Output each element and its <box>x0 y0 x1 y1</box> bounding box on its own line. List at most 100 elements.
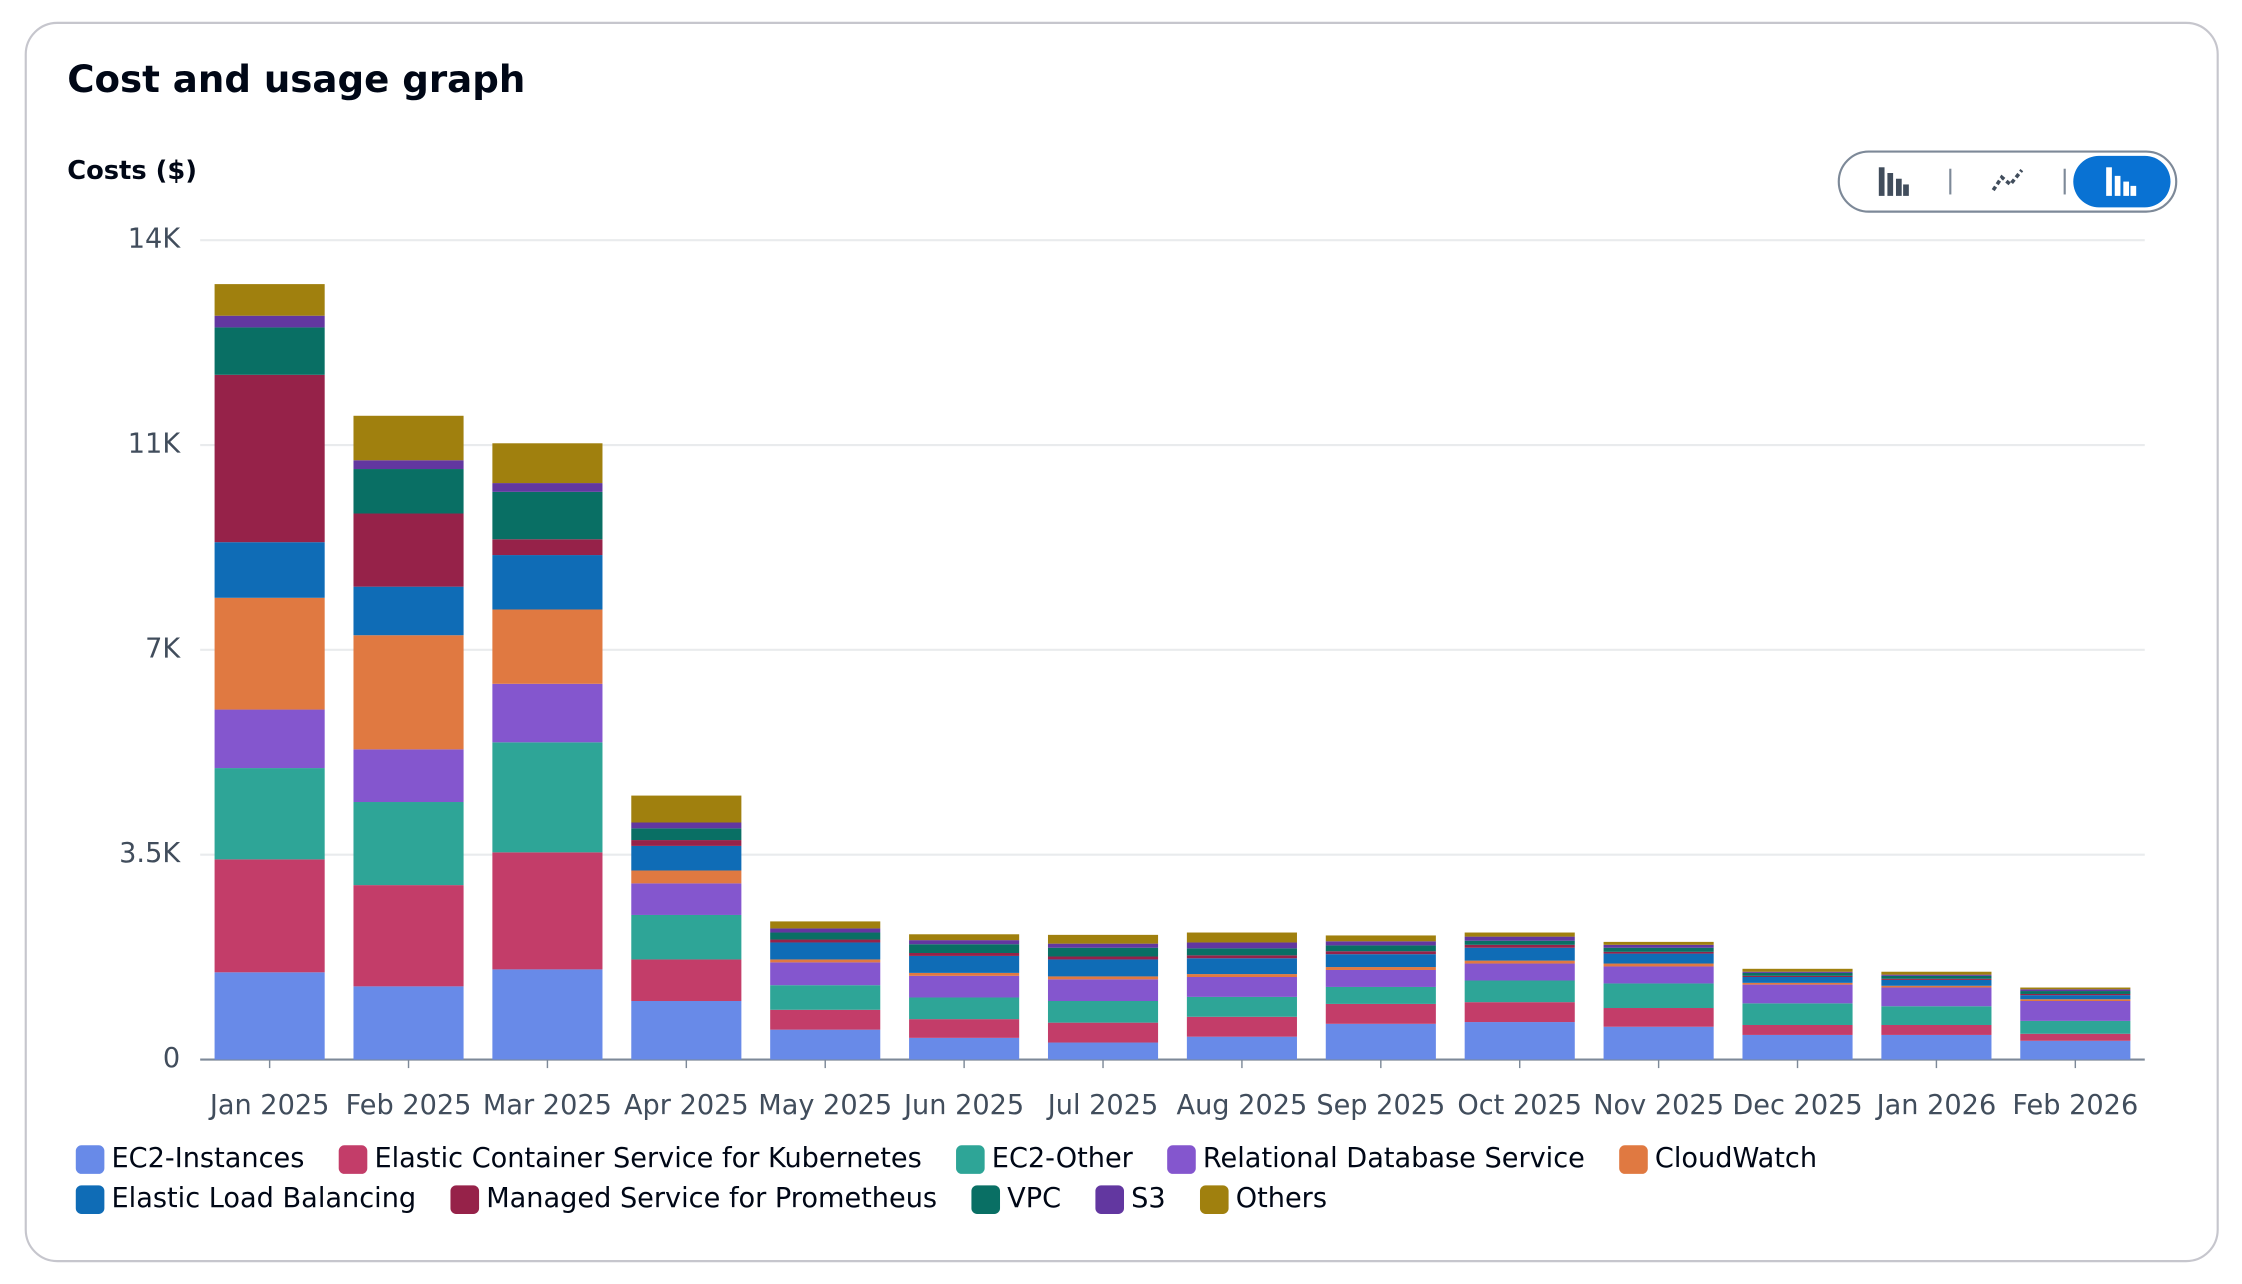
bar-segment <box>1464 947 1575 961</box>
legend-item[interactable]: EC2-Instances <box>75 1143 305 1174</box>
bar-segment <box>214 374 325 543</box>
x-tick-label: Mar 2025 <box>483 1090 612 1121</box>
legend-swatch <box>1199 1185 1229 1214</box>
bar-segment <box>492 742 603 853</box>
legend-item[interactable]: Relational Database Service <box>1167 1143 1585 1174</box>
bar-segment <box>770 1029 881 1060</box>
x-tick-label: Nov 2025 <box>1593 1090 1724 1121</box>
bar-segment <box>1603 983 1714 1009</box>
y-tick-label: 0 <box>163 1043 180 1074</box>
x-tick-label: Aug 2025 <box>1177 1090 1308 1121</box>
bar-segment <box>1047 1042 1159 1060</box>
bar-segment <box>770 932 881 940</box>
bar-segment <box>1047 934 1159 944</box>
stacked-bar-button[interactable] <box>2073 155 2171 208</box>
bar-segment <box>1325 951 1436 955</box>
legend-item[interactable]: Managed Service for Prometheus <box>450 1183 937 1214</box>
bar-segment <box>1742 972 1853 976</box>
legend-item[interactable]: S3 <box>1095 1183 1166 1214</box>
bar-segment <box>770 985 881 1010</box>
bar-segment <box>1325 967 1436 970</box>
bar-segment <box>1464 1022 1575 1060</box>
bar-segment <box>1464 1002 1575 1023</box>
legend-swatch <box>75 1145 105 1174</box>
bar-segment <box>1325 945 1436 952</box>
x-tick-label: Jan 2026 <box>1875 1090 1997 1121</box>
bar-segment <box>1742 968 1853 972</box>
bar-segment <box>770 921 881 929</box>
legend-item[interactable]: Others <box>1199 1183 1327 1214</box>
line-chart-button[interactable] <box>1991 169 2024 192</box>
bar-segment <box>1325 941 1436 946</box>
bar-segment <box>2020 991 2131 994</box>
bar-segment <box>214 972 325 1060</box>
bar-segment <box>1047 1000 1159 1023</box>
bar-segment <box>214 597 325 710</box>
bar-segment <box>1742 976 1853 983</box>
x-tick-label: May 2025 <box>758 1090 892 1121</box>
bar-segment <box>631 822 742 829</box>
bar-segment <box>1047 947 1159 957</box>
x-tick-label: Apr 2025 <box>624 1090 749 1121</box>
bar-segment <box>1881 971 1992 975</box>
x-tick-label: Jan 2025 <box>208 1090 330 1121</box>
legend-swatch <box>956 1145 985 1174</box>
bar-segment <box>631 795 742 823</box>
bar-segment <box>909 1037 1020 1060</box>
bar-segment <box>353 885 464 987</box>
bar-segment <box>1047 959 1159 977</box>
bar-segment <box>1186 948 1297 956</box>
y-tick-label: 3.5K <box>119 838 181 869</box>
bar-segment <box>770 1009 881 1030</box>
bar-segment <box>631 914 742 960</box>
bar-segment <box>2020 1033 2131 1041</box>
bar-segment <box>492 483 603 492</box>
bar-segment <box>214 768 325 860</box>
bar-segment <box>909 934 1020 941</box>
bar-segment <box>1742 975 1853 977</box>
bar-segment <box>631 840 742 846</box>
bar-segment <box>492 969 603 1060</box>
bar-segment <box>353 986 464 1060</box>
bar-segment <box>1325 969 1436 987</box>
bar-segment <box>2020 1020 2131 1034</box>
legend-label: EC2-Other <box>992 1143 1134 1174</box>
bar-chart-button[interactable] <box>1878 167 1909 196</box>
bar-segment <box>353 802 464 886</box>
legend-item[interactable]: Elastic Load Balancing <box>75 1183 416 1214</box>
bar-segment <box>1325 986 1436 1004</box>
legend-item[interactable]: VPC <box>971 1183 1061 1214</box>
legend-swatch <box>971 1185 1001 1214</box>
bar-segment <box>2020 999 2131 1001</box>
legend-item[interactable]: EC2-Other <box>956 1143 1134 1174</box>
bar-segment <box>1881 978 1992 980</box>
legend-item[interactable]: CloudWatch <box>1619 1143 1817 1174</box>
bar-segment <box>1881 985 1992 988</box>
bar-segment <box>2020 1000 2131 1021</box>
bar-segment <box>353 469 464 514</box>
bar-segment <box>492 491 603 540</box>
legend-label: VPC <box>1007 1183 1061 1214</box>
legend-label: Elastic Container Service for Kubernetes <box>374 1143 921 1174</box>
bar-segment <box>492 555 603 610</box>
bar-segment <box>2020 987 2131 990</box>
bar-segment <box>1325 935 1436 942</box>
bar-segment <box>353 460 464 470</box>
bar-segment <box>214 859 325 973</box>
legend-label: CloudWatch <box>1655 1143 1817 1174</box>
bar-segment <box>1186 1016 1297 1037</box>
bar-segment <box>631 845 742 871</box>
bar-segment <box>1742 971 1853 973</box>
legend-swatch <box>1167 1145 1196 1174</box>
bar-segment <box>1881 979 1992 986</box>
bar-segment <box>353 415 464 461</box>
bar-segment <box>770 962 881 986</box>
bar-segment <box>1047 943 1159 948</box>
bar-segment <box>1742 984 1853 1004</box>
bar-segment <box>770 939 881 943</box>
bar-segment <box>492 852 603 970</box>
x-tick-label: Sep 2025 <box>1316 1090 1445 1121</box>
bar-segment <box>1186 942 1297 949</box>
bar-segment <box>770 942 881 960</box>
legend-item[interactable]: Elastic Container Service for Kubernetes <box>338 1143 922 1174</box>
